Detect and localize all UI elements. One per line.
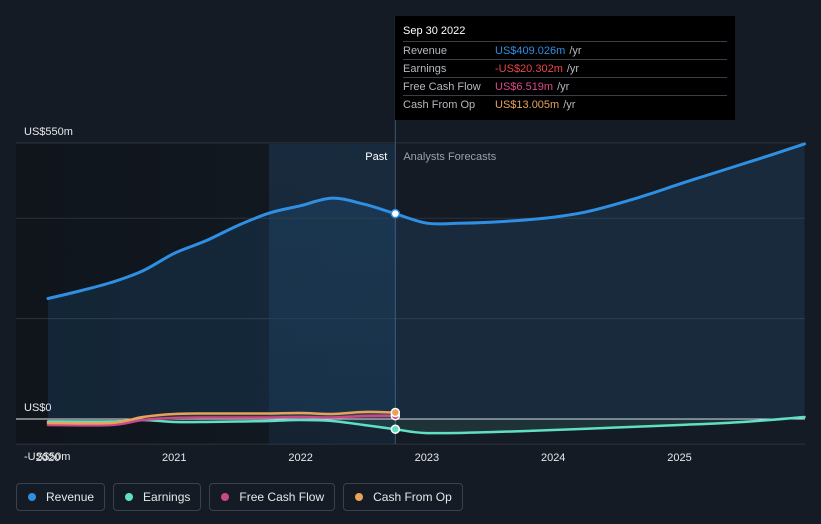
tooltip-row-cash-from-op: Cash From Op US$13.005m /yr: [403, 95, 727, 113]
legend-label: Revenue: [46, 490, 95, 504]
tooltip-label: Cash From Op: [403, 98, 476, 111]
tooltip-label: Earnings: [403, 62, 447, 75]
revenue-area: [48, 143, 805, 419]
tooltip-row-free-cash-flow: Free Cash Flow US$6.519m /yr: [403, 77, 727, 95]
x-tick-label: 2024: [541, 452, 565, 464]
tooltip-value: US$13.005m: [495, 98, 560, 111]
legend-dot-icon: [28, 493, 36, 501]
legend-label: Free Cash Flow: [239, 490, 325, 504]
tooltip-unit: /yr: [563, 98, 576, 111]
y-tick-label: -US$50m: [24, 451, 70, 463]
tooltip-value: -US$20.302m: [495, 62, 563, 75]
legend-label: Earnings: [143, 490, 191, 504]
tooltip-unit: /yr: [557, 80, 570, 93]
earnings-marker: [390, 424, 401, 434]
x-tick-label: 2020: [36, 452, 60, 464]
legend-dot-icon: [355, 493, 364, 501]
x-tick-label: 2023: [415, 452, 439, 464]
revenue-marker: [390, 208, 401, 219]
tooltip-unit: /yr: [566, 62, 580, 75]
legend: Revenue Earnings Free Cash Flow Cash Fro…: [16, 483, 463, 511]
legend-item-cash-from-op[interactable]: Cash From Op: [343, 483, 463, 511]
tooltip-date: Sep 30 2022: [403, 25, 466, 37]
y-tick-label: US$550m: [24, 126, 73, 138]
cash-from-op-marker: [390, 407, 401, 418]
legend-label: Cash From Op: [373, 490, 452, 504]
forecast-label: Analysts Forecasts: [403, 151, 496, 163]
legend-item-revenue[interactable]: Revenue: [16, 483, 106, 511]
tooltip-row-revenue: Revenue US$409.026m /yr: [403, 41, 727, 59]
tooltip-value: US$6.519m: [495, 80, 554, 93]
earnings-line: [46, 415, 806, 435]
x-tick-label: 2021: [162, 452, 186, 464]
x-tick-label: 2022: [288, 452, 312, 464]
y-tick-label: US$0: [24, 402, 52, 414]
legend-dot-icon: [125, 493, 134, 501]
legend-dot-icon: [221, 493, 230, 501]
legend-item-earnings[interactable]: Earnings: [113, 483, 202, 511]
tooltip-unit: /yr: [569, 44, 582, 57]
past-label: Past: [365, 151, 387, 163]
tooltip-row-earnings: Earnings -US$20.302m /yr: [403, 59, 727, 77]
revenue-line: [46, 142, 806, 300]
highlight-band: [269, 144, 396, 444]
tooltip-label: Free Cash Flow: [403, 80, 481, 93]
tooltip-value: US$409.026m: [495, 44, 566, 57]
legend-item-free-cash-flow[interactable]: Free Cash Flow: [209, 483, 336, 511]
x-tick-label: 2025: [667, 452, 691, 464]
tooltip: Sep 30 2022 Revenue US$409.026m /yr Earn…: [395, 16, 735, 120]
free-cash-flow-line: [46, 414, 397, 427]
cash-from-op-line: [46, 410, 397, 425]
tooltip-label: Revenue: [403, 44, 448, 57]
